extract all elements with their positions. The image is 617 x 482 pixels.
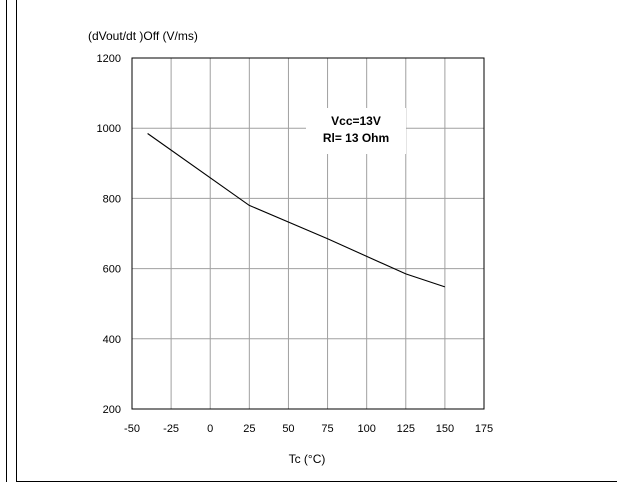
x-tick-label: 175: [475, 423, 493, 435]
annotation-line-2: Rl= 13 Ohm: [323, 131, 389, 145]
plot-area-frame: [131, 57, 485, 410]
x-tick-label: -50: [124, 423, 140, 435]
y-tick-label: 400: [103, 334, 121, 346]
x-tick-label: 100: [357, 423, 375, 435]
x-tick-label: -25: [163, 423, 179, 435]
y-tick-label: 800: [103, 193, 121, 205]
annotation-line-1: Vcc=13V: [331, 114, 381, 128]
x-tick-label: 150: [436, 423, 454, 435]
series-layer: [147, 133, 446, 288]
y-tick-label: 1000: [97, 123, 121, 135]
plot-frame: [131, 57, 485, 410]
x-tick-label: 0: [207, 423, 213, 435]
x-tick-label: 25: [243, 423, 255, 435]
y-tick-labels: 200 400 600 800 1000 1200: [97, 53, 121, 416]
y-tick-label: 200: [103, 404, 121, 416]
annotation-box: Vcc=13V Rl= 13 Ohm: [306, 108, 406, 154]
series-line: [147, 133, 446, 288]
x-tick-labels: -50 -25 0 25 50 75 100 125 150 175: [124, 423, 493, 435]
y-tick-label: 1200: [97, 53, 121, 65]
y-axis-title: (dVout/dt )Off (V/ms): [88, 29, 198, 43]
x-tick-label: 75: [321, 423, 333, 435]
x-tick-label: 125: [397, 423, 415, 435]
x-tick-label: 50: [282, 423, 294, 435]
x-axis-title: Tc (°C): [289, 452, 326, 466]
y-tick-label: 600: [103, 264, 121, 276]
